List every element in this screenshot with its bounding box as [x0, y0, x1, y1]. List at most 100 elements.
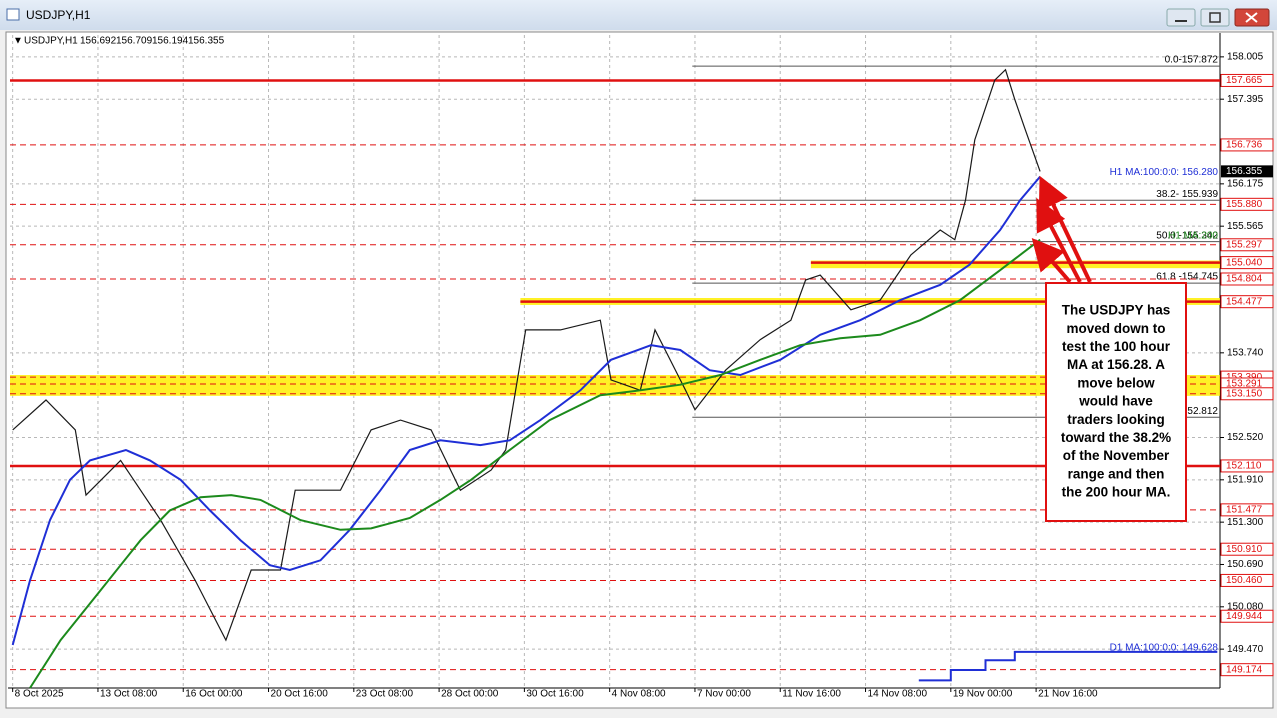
level-tag [1220, 542, 1274, 556]
note-line: traders looking [1067, 412, 1165, 427]
y-tick-label: 151.910 [1227, 474, 1264, 485]
y-tick-label: 150.080 [1227, 601, 1264, 612]
note-line: would have [1078, 394, 1153, 409]
level-tag [1220, 503, 1274, 517]
series-line [918, 650, 1218, 682]
level-tag-label: 157.665 [1226, 75, 1263, 86]
level-tag-label: 149.174 [1226, 664, 1263, 675]
level-tag-label: 153.291 [1226, 379, 1263, 390]
x-tick-label: 7 Nov 00:00 [697, 689, 751, 700]
y-tick-label: 152.520 [1227, 432, 1264, 443]
note-line: range and then [1068, 466, 1165, 481]
info-symbol: USDJPY,H1 [24, 36, 78, 47]
y-tick-label: 149.470 [1227, 644, 1264, 655]
maximize-icon [1209, 12, 1221, 23]
level-tag-label: 155.880 [1226, 199, 1263, 210]
y-tick-label: 158.005 [1227, 51, 1264, 62]
series-line [12, 68, 1041, 642]
level-tag-label: 154.477 [1226, 296, 1263, 307]
x-tick-label: 19 Nov 00:00 [953, 689, 1013, 700]
x-tick-label: 30 Oct 16:00 [526, 689, 584, 700]
level-tag [1220, 197, 1274, 211]
arrow [1031, 237, 1072, 284]
series-line [29, 238, 1041, 689]
x-tick-label: 4 Nov 08:00 [612, 689, 666, 700]
level-tag-label: 155.297 [1226, 239, 1263, 250]
note-line: of the November [1063, 448, 1170, 463]
level-tag [1220, 459, 1274, 473]
fib-label: 61.8 -154.745 [1156, 272, 1218, 283]
info-open: 156.692 [80, 36, 117, 47]
note-line: moved down to [1067, 321, 1166, 336]
info-high: 156.709 [116, 36, 153, 47]
note-line: MA at 156.28. A [1067, 357, 1165, 372]
level-tag-label: 154.804 [1226, 274, 1263, 285]
info-close: 156.355 [188, 36, 225, 47]
series-label: D1 MA:100:0:0: 149.628 [1110, 643, 1219, 654]
note-line: the 200 hour MA. [1062, 485, 1171, 500]
series-label: H1 MA:200 [1168, 230, 1218, 241]
fib-label: 0.0-157.872 [1165, 55, 1219, 66]
info-arrow: ▼ [13, 36, 23, 47]
level-tag-label: 150.460 [1226, 575, 1263, 586]
last-price-tag [1221, 165, 1273, 178]
x-tick-label: 28 Oct 00:00 [441, 689, 499, 700]
y-tick-label: 156.175 [1227, 178, 1264, 189]
x-tick-label: 16 Oct 00:00 [185, 689, 243, 700]
fib-label: 152.812 [1182, 406, 1219, 417]
zone-band [10, 375, 1220, 396]
y-tick-label: 153.740 [1227, 347, 1264, 358]
y-tick-label: 151.300 [1227, 517, 1264, 528]
note-box [1045, 282, 1187, 522]
level-tag-label: 155.040 [1226, 257, 1263, 268]
x-tick-label: 11 Nov 16:00 [782, 689, 841, 700]
note-line: test the 100 hour [1062, 339, 1171, 354]
series-line [11, 175, 1041, 646]
level-tag-label: 150.910 [1226, 544, 1263, 555]
level-tag-label: 153.390 [1226, 372, 1263, 383]
x-tick-label: 23 Oct 08:00 [356, 689, 414, 700]
maximize-button[interactable] [1200, 8, 1230, 27]
note: The USDJPY has moved down to test the 100 … [1061, 303, 1171, 500]
window-buttons[interactable] [1166, 8, 1270, 27]
level-tag [1220, 573, 1274, 587]
level-tag-label: 149.944 [1226, 611, 1263, 622]
level-tag [1220, 272, 1274, 286]
level-tag-label: 156.736 [1226, 140, 1263, 151]
plot: 0.0-157.872 38.2- 155.939 50.0 -155.342 61.… [10, 35, 1224, 692]
close-icon [1245, 12, 1258, 23]
level-tag [1220, 73, 1274, 87]
title-bar [0, 0, 1277, 30]
y-tick-label: 155.565 [1227, 221, 1264, 232]
level-tag [1220, 609, 1274, 623]
window-icon [6, 8, 20, 21]
arrows [1031, 175, 1092, 284]
note-line: move below [1077, 375, 1155, 390]
fib-label: 38.2- 155.939 [1156, 189, 1218, 200]
series-label: H1 MA:100:0:0: 156.280 [1110, 167, 1219, 178]
minimize-button[interactable] [1166, 8, 1196, 27]
level-tag [1220, 256, 1274, 270]
level-tag [1220, 238, 1274, 252]
info-low: 156.194 [152, 36, 189, 47]
window-title: USDJPY,H1 [26, 8, 91, 22]
level-tag [1220, 387, 1274, 401]
level-tag-label: 152.110 [1226, 461, 1262, 472]
fib-label: 50.0 -155.342 [1156, 230, 1218, 241]
x-tick-label: 13 Oct 08:00 [100, 689, 158, 700]
level-tag [1220, 295, 1274, 309]
level-tag-label: 151.477 [1226, 505, 1263, 516]
x-tick-label: 8 Oct 2025 [15, 689, 64, 700]
zone-band [810, 260, 1220, 269]
x-tick-label: 14 Nov 08:00 [868, 689, 928, 700]
last-price-label: 156.355 [1226, 166, 1263, 177]
x-tick-label: 20 Oct 16:00 [271, 689, 329, 700]
x-tick-label: 21 Nov 16:00 [1038, 689, 1098, 700]
level-tag-label: 153.150 [1226, 388, 1263, 399]
note-line: The USDJPY has [1062, 303, 1171, 318]
y-tick-label: 150.690 [1227, 559, 1264, 570]
note-line: toward the 38.2% [1061, 430, 1171, 445]
level-tag [1220, 138, 1274, 152]
